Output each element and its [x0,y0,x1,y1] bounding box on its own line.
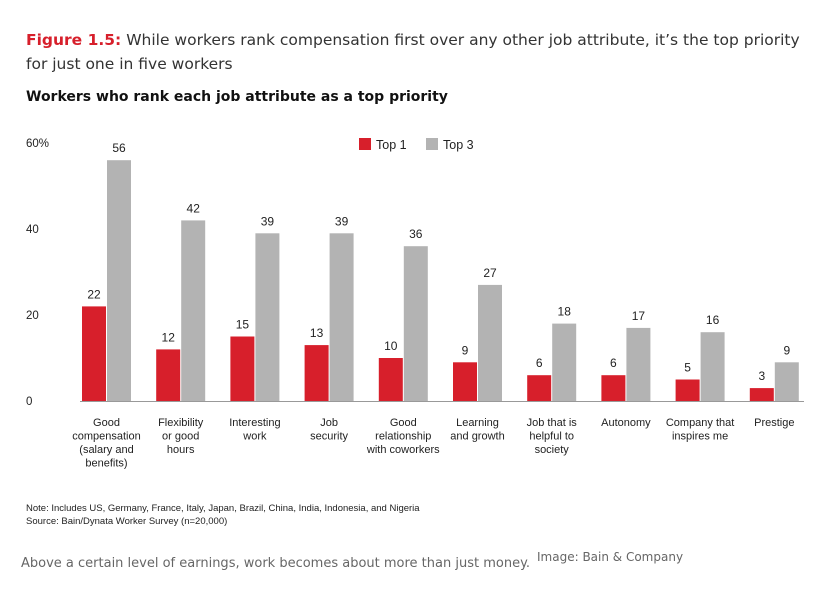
y-tick-label: 20 [26,310,39,322]
note-text: Note: Includes US, Germany, France, Ital… [26,503,420,514]
x-tick-label: Good compensation (salary and benefits) [72,417,141,470]
source-text: Source: Bain/Dynata Worker Survey (n=20,… [26,516,228,527]
figure-title: Figure 1.5: While workers rank compensat… [26,28,816,76]
bar-top3 [626,327,651,401]
x-tick-label: Company that inspires me [666,417,734,443]
bar-top1 [675,379,700,401]
legend-swatch-top3 [426,138,438,150]
legend-swatch-top1 [359,138,371,150]
chart-title: Workers who rank each job attribute as a… [26,89,448,105]
data-label: 27 [483,266,497,280]
data-label: 6 [536,356,543,370]
bar-top3 [403,246,428,401]
x-tick-label: Prestige [754,417,794,429]
x-tick-label: Interesting work [229,417,280,443]
y-tick-label: 60% [26,138,49,150]
bar-top3 [700,332,725,401]
bar-top1 [453,362,477,401]
data-label: 36 [409,227,423,241]
bar-top3 [181,220,206,401]
data-label: 16 [706,313,720,327]
bar-top3 [329,233,354,401]
figure-title-text: While workers rank compensation first ov… [26,31,800,73]
bar-top3 [255,233,280,401]
figure-card: Figure 1.5: While workers rank compensat… [14,12,822,542]
y-tick-label: 40 [26,224,39,236]
x-tick-label: Learning and growth [450,417,504,443]
data-label: 15 [236,318,250,332]
bar-top1 [230,336,255,401]
bar-top1 [749,388,774,401]
x-tick-label: Job that is helpful to society [527,417,578,456]
bar-top1 [378,358,403,401]
data-label: 9 [462,343,469,357]
bar-top1 [304,345,329,401]
legend-label: Top 1 [376,138,407,152]
x-tick-label: Autonomy [601,417,651,429]
data-label: 17 [632,309,646,323]
x-tick-label: Job security [310,417,348,443]
data-label: 39 [261,214,275,228]
data-label: 6 [610,356,617,370]
data-label: 22 [87,287,101,301]
figure-label: Figure 1.5: [26,31,122,49]
bar-top1 [601,375,626,401]
bar-top3 [478,284,502,401]
data-label: 18 [558,305,572,319]
data-label: 10 [384,339,398,353]
data-label: 42 [187,201,201,215]
chart-notes: Note: Includes US, Germany, France, Ital… [26,502,420,528]
x-tick-label: Good relationship with coworkers [366,417,440,456]
x-tick-label: Flexibility or good hours [158,417,204,456]
bar-top1 [82,306,106,401]
image-caption: Above a certain level of earnings, work … [21,556,531,571]
bar-top3 [774,362,799,401]
bar-top1 [527,375,552,401]
data-label: 56 [112,141,126,155]
data-label: 13 [310,326,324,340]
data-label: 39 [335,214,349,228]
data-label: 9 [783,343,790,357]
legend-label: Top 3 [443,138,474,152]
image-credit: Image: Bain & Company [537,550,684,564]
y-tick-label: 0 [26,396,32,408]
data-label: 12 [162,330,176,344]
bar-top3 [107,160,131,401]
data-label: 3 [758,369,765,383]
bar-top1 [156,349,181,401]
bar-top3 [552,323,577,401]
data-label: 5 [684,361,691,375]
